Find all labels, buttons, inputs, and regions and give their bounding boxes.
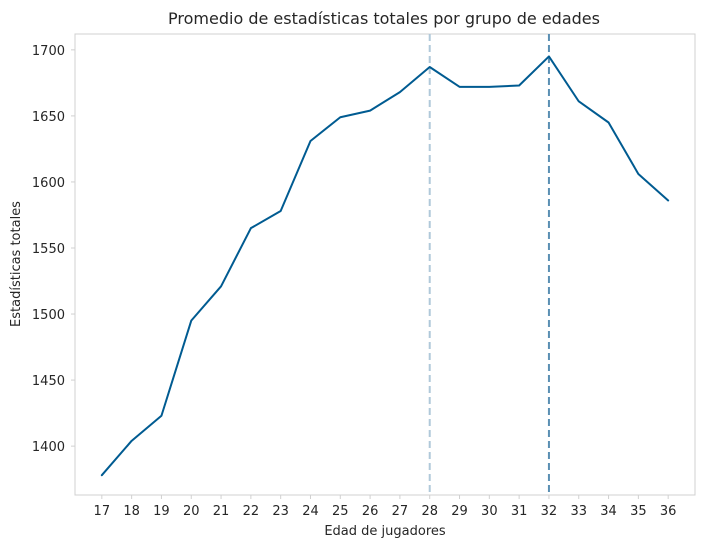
y-tick-label: 1600 [32,176,65,191]
x-tick-label: 30 [481,504,498,519]
x-tick-label: 23 [272,504,289,519]
x-tick-label: 34 [600,504,617,519]
x-tick-label: 28 [421,504,438,519]
x-tick-label: 19 [153,504,170,519]
y-tick-label: 1500 [32,308,65,323]
y-tick-label: 1400 [32,440,65,455]
chart-title: Promedio de estadísticas totales por gru… [168,9,600,28]
x-tick-label: 22 [243,504,260,519]
x-tick-label: 33 [570,504,587,519]
x-tick-label: 32 [541,504,558,519]
x-tick-label: 26 [362,504,379,519]
x-tick-label: 36 [660,504,677,519]
x-tick-label: 35 [630,504,647,519]
x-tick-label: 18 [123,504,140,519]
x-tick-label: 25 [332,504,349,519]
y-axis-label: Estadísticas totales [9,201,24,327]
x-tick-label: 29 [451,504,468,519]
y-tick-label: 1550 [32,242,65,257]
x-tick-label: 17 [94,504,111,519]
x-tick-label: 24 [302,504,319,519]
y-tick-label: 1450 [32,374,65,389]
x-tick-label: 27 [392,504,409,519]
x-tick-label: 21 [213,504,230,519]
y-tick-label: 1650 [32,110,65,125]
plot-area [74,33,696,496]
series-line-0 [100,55,670,477]
y-tick-label: 1700 [32,44,65,59]
x-tick-label: 20 [183,504,200,519]
x-tick-label: 31 [511,504,528,519]
x-axis-label: Edad de jugadores [324,524,446,539]
